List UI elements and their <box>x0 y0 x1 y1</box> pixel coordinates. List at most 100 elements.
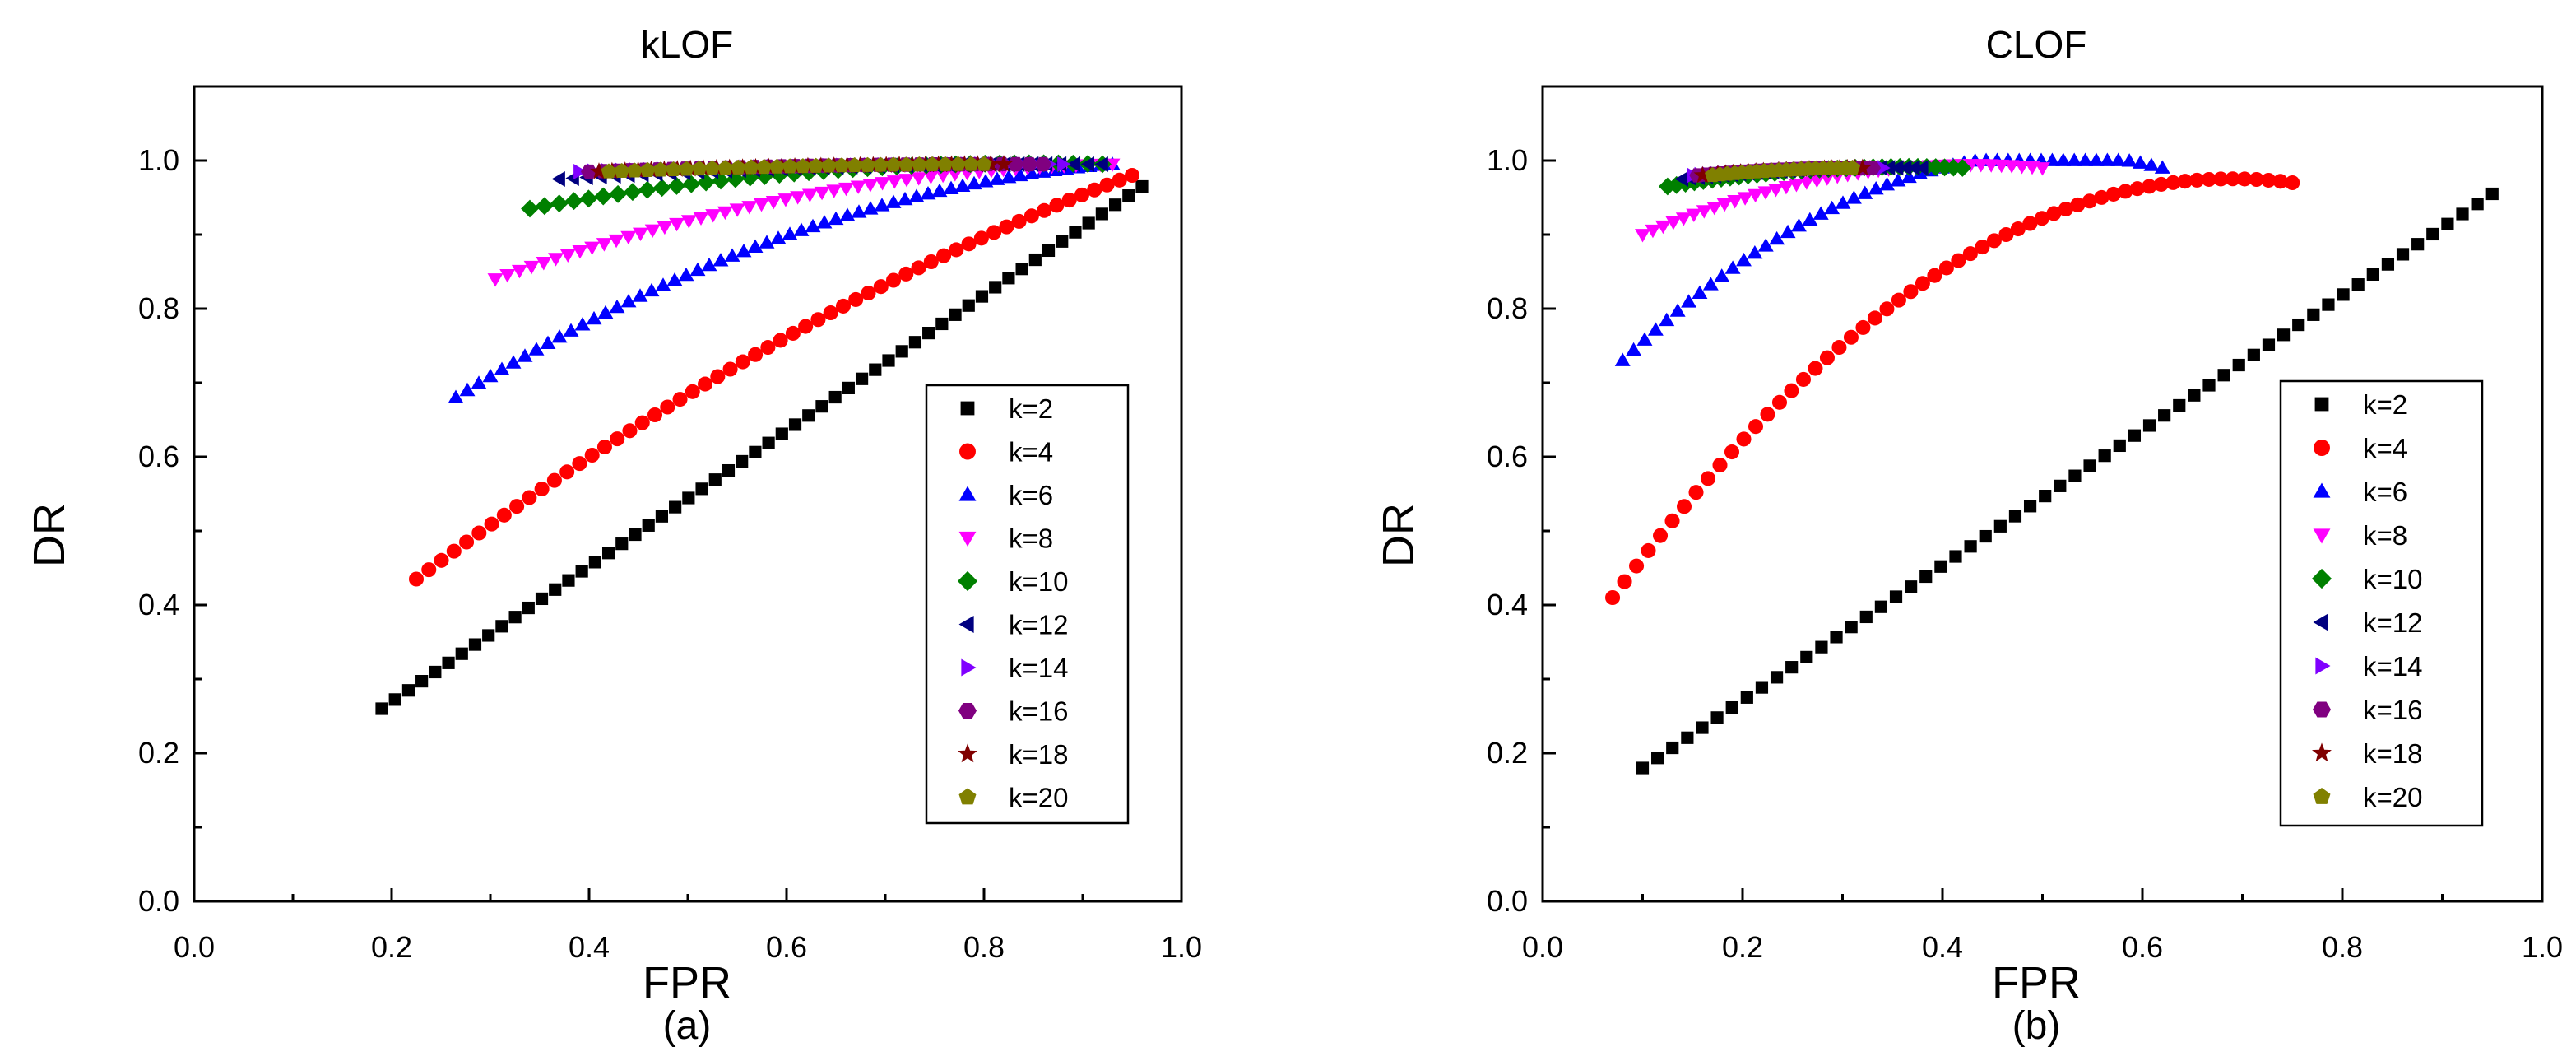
data-point <box>1780 224 1796 239</box>
data-point <box>559 249 576 263</box>
data-point <box>496 507 512 523</box>
data-point <box>748 347 764 362</box>
data-point <box>1666 741 1679 755</box>
data-point <box>2143 157 2160 171</box>
data-point <box>2366 268 2379 281</box>
data-point <box>1889 590 1903 603</box>
data-point <box>2066 152 2082 166</box>
data-point <box>1748 188 1764 203</box>
data-point <box>828 390 842 404</box>
data-point <box>1011 213 1027 229</box>
data-point <box>2285 175 2300 191</box>
data-point <box>730 159 746 175</box>
data-point <box>2070 197 2086 212</box>
data-point <box>722 463 736 477</box>
data-point <box>2034 211 2049 226</box>
data-point <box>2426 227 2439 241</box>
data-point <box>2188 389 2201 402</box>
data-point <box>937 156 954 171</box>
data-point <box>2411 238 2425 251</box>
data-point <box>1879 176 1896 191</box>
data-point <box>660 399 675 415</box>
data-point <box>652 179 671 198</box>
data-point <box>935 317 949 331</box>
data-point <box>1824 200 1840 215</box>
data-point <box>697 173 716 192</box>
data-point <box>573 164 587 179</box>
legend-label: k=16 <box>1009 696 1068 727</box>
x-tick-label: 1.0 <box>2522 930 2563 964</box>
data-point <box>468 638 482 651</box>
data-point <box>895 345 908 358</box>
legend-label: k=8 <box>2363 520 2407 551</box>
data-point <box>620 230 637 245</box>
x-tick-labels: 0.0 0.2 0.4 0.6 0.8 1.0 <box>1522 930 2563 964</box>
data-point <box>2232 358 2245 372</box>
data-point <box>1000 170 1017 184</box>
legend-marker <box>2313 482 2331 498</box>
data-point <box>1676 499 1692 514</box>
data-point <box>777 193 794 207</box>
legend-marker <box>2315 657 2331 675</box>
data-point <box>1028 253 1042 267</box>
data-point <box>1901 169 1917 184</box>
data-point <box>1812 206 1829 220</box>
legend-markers <box>957 401 978 805</box>
data-point <box>1002 272 1015 285</box>
data-point <box>1855 319 1871 335</box>
legend-marker <box>958 702 977 719</box>
legend-marker <box>2312 701 2332 718</box>
data-point <box>1799 176 1815 190</box>
legend-marker <box>2314 440 2330 456</box>
data-point <box>522 601 535 615</box>
data-point <box>655 277 671 291</box>
data-point <box>590 162 608 179</box>
data-point <box>1135 179 1149 193</box>
data-point <box>785 325 801 341</box>
data-point <box>1819 172 1836 186</box>
data-point <box>943 180 959 194</box>
data-point <box>1979 529 1992 543</box>
data-point <box>1061 193 1077 208</box>
data-point <box>922 327 935 340</box>
legend-marker <box>958 616 974 633</box>
data-point <box>1845 621 1858 634</box>
data-point <box>1724 444 1740 460</box>
data-point <box>736 454 749 468</box>
data-point <box>562 574 575 587</box>
data-point <box>705 209 722 223</box>
data-point <box>1835 195 1851 209</box>
data-point <box>459 534 475 550</box>
data-point <box>1951 253 1966 268</box>
data-point <box>947 168 963 182</box>
data-point <box>482 629 495 642</box>
data-point <box>1915 276 1930 291</box>
data-point <box>596 439 612 455</box>
y-tick-label: 0.6 <box>1487 440 1528 473</box>
data-point <box>1778 181 1794 195</box>
data-point <box>633 227 648 242</box>
data-point <box>1906 160 1920 176</box>
data-point <box>1748 419 1764 435</box>
data-point <box>1635 229 1650 243</box>
data-point <box>855 372 869 385</box>
data-point <box>1636 761 1650 775</box>
data-point <box>629 528 642 542</box>
legend-label: k=10 <box>1009 566 1068 597</box>
data-point <box>1636 332 1653 346</box>
data-point <box>869 363 882 376</box>
data-point <box>908 336 922 349</box>
data-point <box>1808 361 1823 376</box>
data-point <box>1681 294 1696 308</box>
data-point <box>408 571 425 587</box>
data-point <box>1802 212 1818 226</box>
data-point <box>923 254 939 270</box>
data-point <box>2337 288 2350 301</box>
data-point <box>823 305 838 321</box>
axis-ticks <box>193 85 1183 903</box>
data-point <box>459 382 476 397</box>
data-point <box>482 368 499 383</box>
legend-label: k=20 <box>2363 782 2422 812</box>
data-point <box>1087 182 1102 198</box>
legend-marker <box>2313 613 2328 631</box>
